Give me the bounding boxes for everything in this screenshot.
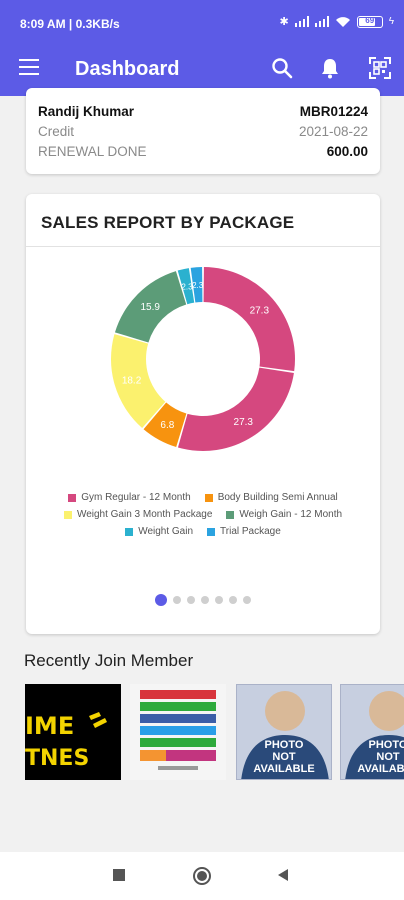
carousel-dot[interactable]: [173, 596, 181, 604]
legend-swatch: [207, 527, 216, 536]
legend-label: Trial Package: [220, 526, 281, 537]
legend-swatch: [204, 493, 213, 502]
logo-mark-icon: [89, 712, 107, 728]
carousel-dot[interactable]: [243, 596, 251, 604]
legend-item[interactable]: Weigh Gain - 12 Month: [226, 509, 342, 520]
photo-placeholder-icon: [345, 691, 404, 779]
slice-data-label: 18.2: [122, 376, 142, 387]
legend-label: Weigh Gain - 12 Month: [239, 509, 343, 520]
charging-icon: ϟ: [388, 16, 394, 27]
status-bar: 8:09 AM | 0.3KB/s ✱ 69 ϟ: [0, 0, 404, 46]
search-icon[interactable]: [270, 56, 294, 80]
legend-item[interactable]: Weight Gain: [125, 526, 193, 537]
member-name: Randij Khumar: [38, 104, 135, 119]
donut-chart[interactable]: 27.3 27.3 6.8 18.2 15.9 2.3 2.3: [26, 254, 380, 484]
donut-slice[interactable]: [177, 367, 294, 451]
home-icon[interactable]: [192, 866, 212, 886]
page-title: Dashboard: [75, 58, 180, 80]
renewal-amount: 600.00: [326, 144, 368, 159]
legend-label: Weight Gain 3 Month Package: [76, 509, 213, 520]
legend-label: Weight Gain: [138, 526, 194, 537]
renewal-date: 2021-08-22: [298, 124, 368, 139]
slice-data-label: 27.3: [234, 417, 254, 428]
legend-row: Weight Gain 3 Month Package Weigh Gain - …: [26, 509, 380, 520]
legend-item[interactable]: Body Building Semi Annual: [204, 492, 338, 503]
status-icons: ✱ 69 ϟ: [279, 15, 394, 28]
carousel-dot[interactable]: [201, 596, 209, 604]
battery-icon: 69: [356, 15, 383, 28]
bluetooth-icon: ✱: [279, 16, 289, 28]
chart-legend: Gym Regular - 12 Month Body Building Semi…: [26, 492, 380, 543]
app-bar: Dashboard: [0, 46, 404, 96]
slice-data-label: 6.8: [160, 420, 174, 431]
recents-icon[interactable]: [112, 868, 126, 882]
status-time: 8:09 AM | 0.3KB/s: [20, 17, 120, 31]
legend-swatch: [226, 510, 235, 519]
slice-data-label: 2.3: [192, 281, 204, 290]
donut-slice[interactable]: [114, 271, 187, 343]
donut-slice[interactable]: [143, 402, 187, 448]
top-bar: 8:09 AM | 0.3KB/s ✱ 69 ϟ Dashboard: [0, 0, 404, 96]
bell-icon[interactable]: [318, 56, 342, 80]
member-card[interactable]: Randij Khumar MBR01224 Credit 2021-08-22…: [26, 88, 380, 174]
photo-placeholder-icon: [241, 691, 329, 779]
legend-label: Gym Regular - 12 Month: [81, 492, 191, 503]
photo-na-text: PHOTO NOT AVAILABLE: [357, 739, 404, 775]
divider: [26, 246, 380, 247]
sales-report-card: SALES REPORT BY PACKAGE 27.3 27.3 6.8 18.2 1…: [26, 194, 380, 634]
legend-row: Weight Gain Trial Package: [26, 526, 380, 537]
qr-scan-icon[interactable]: [368, 56, 392, 80]
member-id: MBR01224: [299, 104, 368, 119]
recent-members-list[interactable]: IME TNES PHOTO NOT AVAILABLE: [0, 684, 404, 780]
system-nav-bar: [0, 852, 404, 900]
legend-swatch: [63, 510, 72, 519]
slice-data-label: 27.3: [250, 306, 270, 317]
renewal-status: RENEWAL DONE: [38, 144, 147, 159]
recent-members-heading: Recently Join Member: [24, 651, 194, 670]
legend-item[interactable]: Trial Package: [207, 526, 281, 537]
legend-swatch: [125, 527, 134, 536]
menu-icon[interactable]: [19, 59, 39, 75]
carousel-dot[interactable]: [187, 596, 195, 604]
slice-data-label: 15.9: [140, 302, 160, 313]
donut-slice[interactable]: [190, 267, 203, 303]
photo-na-text: PHOTO NOT AVAILABLE: [253, 739, 315, 775]
carousel-dot[interactable]: [229, 596, 237, 604]
signal-icon-2: [314, 16, 329, 27]
member-thumb-photo-not-available[interactable]: PHOTO NOT AVAILABLE: [236, 684, 332, 780]
payment-type: Credit: [38, 124, 75, 139]
carousel-dots[interactable]: [26, 594, 380, 606]
carousel-dot[interactable]: [155, 594, 167, 606]
member-thumb-photo-not-available-2[interactable]: PHOTO NOT AVAILABLE: [340, 684, 404, 780]
wifi-icon: [335, 16, 350, 27]
slice-data-label: 2.3: [181, 283, 193, 292]
legend-swatch: [68, 493, 77, 502]
screenshot-thumbnail: [140, 690, 216, 770]
legend-item[interactable]: Weight Gain 3 Month Package: [63, 509, 213, 520]
legend-label: Body Building Semi Annual: [217, 492, 338, 503]
donut-slice[interactable]: [177, 268, 195, 305]
donut-slice[interactable]: [203, 267, 295, 372]
signal-icon: [294, 16, 309, 27]
back-icon[interactable]: [276, 868, 290, 882]
sales-report-title: SALES REPORT BY PACKAGE: [41, 213, 295, 232]
member-thumb-gym-logo[interactable]: IME TNES: [25, 684, 121, 780]
donut-slice[interactable]: [111, 334, 166, 429]
carousel-dot[interactable]: [215, 596, 223, 604]
member-thumb-screenshot[interactable]: [130, 684, 226, 780]
legend-item[interactable]: Gym Regular - 12 Month: [68, 492, 191, 503]
legend-row: Gym Regular - 12 Month Body Building Semi…: [26, 492, 380, 503]
